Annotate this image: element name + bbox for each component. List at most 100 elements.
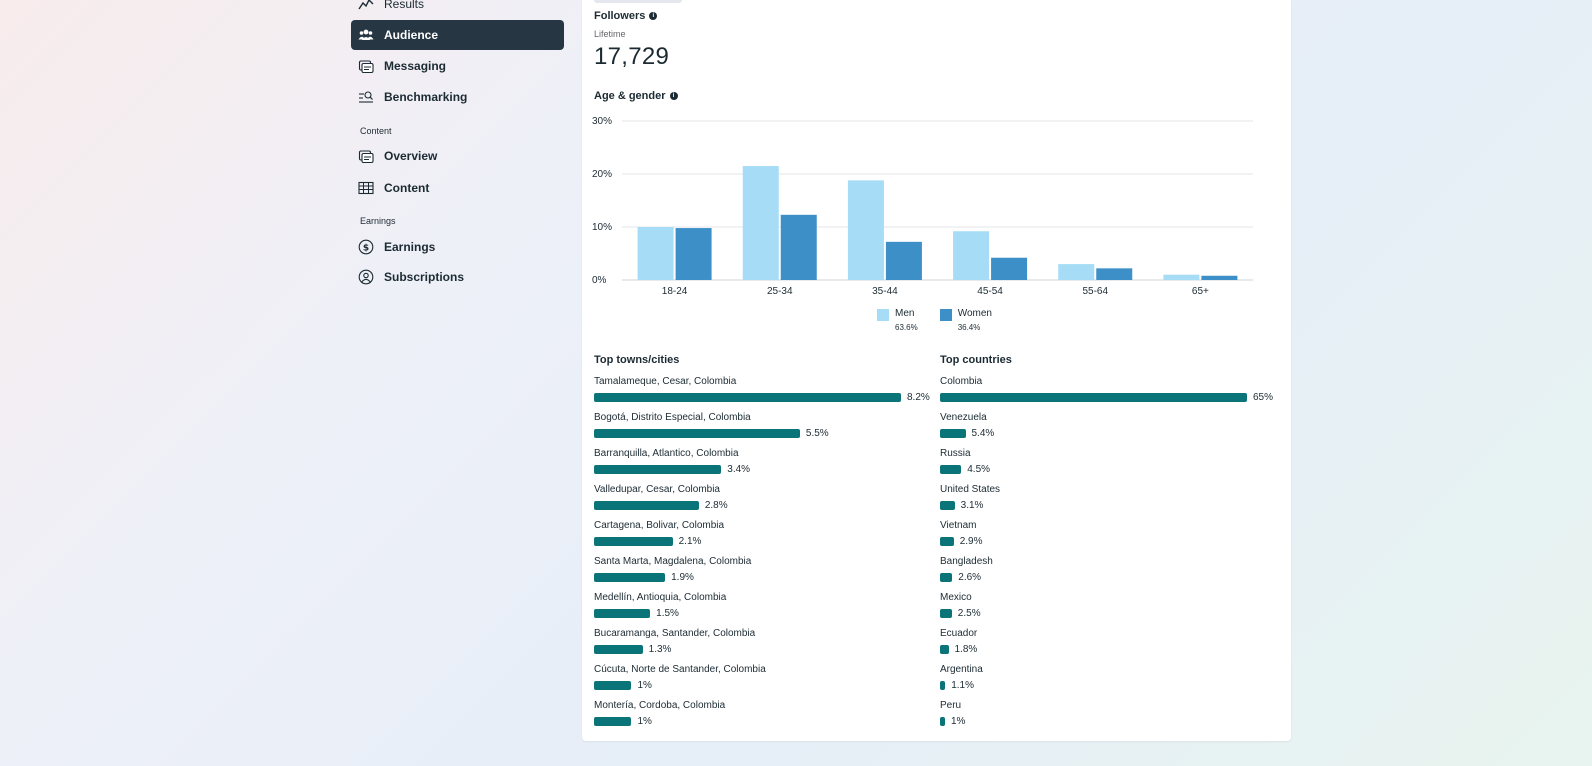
x-tick-label: 18-24 bbox=[662, 286, 688, 297]
list-item-bar bbox=[940, 680, 946, 690]
bar-men bbox=[1163, 274, 1200, 280]
list-item-label: Cartagena, Bolivar, Colombia bbox=[594, 520, 725, 531]
bar-women bbox=[991, 257, 1028, 280]
list-item-bar bbox=[940, 536, 954, 546]
sidebar-item-label: Content bbox=[384, 181, 430, 195]
list-item-value: 8.2% bbox=[907, 391, 930, 403]
list-item-bar bbox=[940, 572, 953, 582]
list-item: Medellín, Antioquia, Colombia 1.5% bbox=[594, 592, 934, 628]
x-tick-label: 25-34 bbox=[767, 286, 793, 297]
list-item-bar bbox=[594, 680, 632, 690]
list-item-label: Bangladesh bbox=[940, 556, 993, 567]
list-item-bar bbox=[940, 716, 945, 726]
legend-item-men[interactable]: Men 63.6% bbox=[877, 308, 918, 332]
followers-heading: Followers i bbox=[594, 10, 658, 22]
bar-women bbox=[675, 228, 712, 280]
list-item-bar bbox=[594, 428, 800, 438]
list-item-value: 5.4% bbox=[971, 427, 995, 439]
list-item: United States 3.1% bbox=[940, 484, 1280, 520]
legend-share-men: 63.6% bbox=[895, 323, 918, 332]
sidebar-item-benchmarking[interactable]: Benchmarking bbox=[351, 82, 564, 112]
list-item-value: 1% bbox=[951, 715, 966, 727]
bar-men bbox=[742, 166, 779, 280]
list-item-value: 2.6% bbox=[958, 571, 982, 583]
sidebar-item-label: Benchmarking bbox=[384, 90, 468, 104]
list-item-label: Vietnam bbox=[940, 520, 977, 531]
followers-period: Lifetime bbox=[594, 29, 626, 39]
list-item-value: 1.1% bbox=[951, 679, 974, 691]
list-item-bar bbox=[940, 392, 1247, 402]
overview-icon bbox=[357, 147, 375, 165]
list-item-bar bbox=[594, 716, 632, 726]
list-item-bar-row: 1.9% bbox=[594, 570, 934, 584]
legend-share-women: 36.4% bbox=[957, 323, 981, 332]
list-item-label: Santa Marta, Magdalena, Colombia bbox=[594, 556, 752, 567]
list-item-bar-row: 5.5% bbox=[594, 426, 934, 440]
bar-men bbox=[637, 227, 674, 280]
bar-women bbox=[780, 214, 817, 280]
results-icon bbox=[357, 0, 375, 13]
list-item-label: Cúcuta, Norte de Santander, Colombia bbox=[594, 664, 766, 675]
list-item-value: 1.9% bbox=[671, 571, 694, 583]
table-icon bbox=[357, 179, 375, 197]
legend-item-women[interactable]: Women 36.4% bbox=[939, 308, 992, 332]
list-item-bar bbox=[594, 572, 666, 582]
list-item-label: Ecuador bbox=[940, 628, 978, 639]
list-item-value: 3.4% bbox=[727, 463, 751, 475]
sidebar-item-overview[interactable]: Overview bbox=[351, 141, 564, 171]
y-tick-label: 10% bbox=[592, 222, 612, 233]
bar-women bbox=[885, 241, 922, 280]
legend-label-men: Men bbox=[895, 308, 915, 319]
list-item: Barranquilla, Atlantico, Colombia 3.4% bbox=[594, 448, 934, 484]
list-item-bar-row: 1.3% bbox=[594, 642, 934, 656]
audience-card: Followers i Lifetime 17,729 Age & gender… bbox=[582, 0, 1291, 741]
list-item-bar-row: 1% bbox=[594, 678, 934, 692]
list-item-label: Bogotá, Distrito Especial, Colombia bbox=[594, 412, 751, 423]
sidebar-item-label: Results bbox=[384, 0, 425, 11]
list-item-bar bbox=[594, 392, 901, 402]
list-item-bar-row: 2.9% bbox=[940, 534, 1280, 548]
dollar-icon: $ bbox=[357, 238, 375, 256]
top-cities-title: Top towns/cities bbox=[594, 354, 680, 366]
info-icon[interactable]: i bbox=[649, 12, 658, 20]
list-item-bar-row: 8.2% bbox=[594, 390, 934, 404]
list-item-bar-row: 1.5% bbox=[594, 606, 934, 620]
list-item: Peru 1% bbox=[940, 700, 1280, 736]
list-item: Santa Marta, Magdalena, Colombia 1.9% bbox=[594, 556, 934, 592]
sidebar-item-results[interactable]: Results bbox=[351, 0, 564, 19]
list-item-value: 2.9% bbox=[959, 535, 983, 547]
list-item: Russia 4.5% bbox=[940, 448, 1280, 484]
list-item-label: Montería, Cordoba, Colombia bbox=[594, 700, 726, 711]
list-item-bar-row: 2.8% bbox=[594, 498, 934, 512]
list-item: Venezuela 5.4% bbox=[940, 412, 1280, 448]
list-item-label: Colombia bbox=[940, 376, 983, 387]
sidebar-item-subscriptions[interactable]: Subscriptions bbox=[351, 262, 564, 292]
sidebar-item-content[interactable]: Content bbox=[351, 173, 564, 203]
legend-label-women: Women bbox=[957, 308, 992, 319]
list-item-value: 2.8% bbox=[704, 499, 728, 511]
chart-legend: Men 63.6% Women 36.4% bbox=[877, 308, 992, 332]
list-item-bar bbox=[940, 428, 966, 438]
sidebar-item-audience[interactable]: Audience bbox=[351, 20, 564, 50]
list-item-bar-row: 5.4% bbox=[940, 426, 1280, 440]
sidebar-item-label: Messaging bbox=[384, 59, 447, 73]
list-item: Tamalameque, Cesar, Colombia 8.2% bbox=[594, 376, 934, 412]
bar-women bbox=[1201, 275, 1238, 280]
list-item-label: Valledupar, Cesar, Colombia bbox=[594, 484, 720, 495]
list-item-value: 2.5% bbox=[957, 607, 981, 619]
list-item: Ecuador 1.8% bbox=[940, 628, 1280, 664]
x-tick-label: 35-44 bbox=[872, 286, 898, 297]
subscriptions-icon bbox=[357, 268, 375, 286]
list-item-bar-row: 3.4% bbox=[594, 462, 934, 476]
info-icon[interactable]: i bbox=[669, 92, 678, 100]
list-item: Valledupar, Cesar, Colombia 2.8% bbox=[594, 484, 934, 520]
list-item-bar bbox=[594, 536, 673, 546]
list-item-bar bbox=[594, 644, 643, 654]
list-item-value: 4.5% bbox=[967, 463, 991, 475]
sidebar-item-messaging[interactable]: Messaging bbox=[351, 51, 564, 81]
list-item-bar bbox=[594, 608, 651, 618]
followers-title: Followers bbox=[594, 10, 646, 22]
bar-men bbox=[847, 180, 884, 280]
list-item: Mexico 2.5% bbox=[940, 592, 1280, 628]
sidebar-item-earnings[interactable]: $ Earnings bbox=[351, 232, 564, 262]
